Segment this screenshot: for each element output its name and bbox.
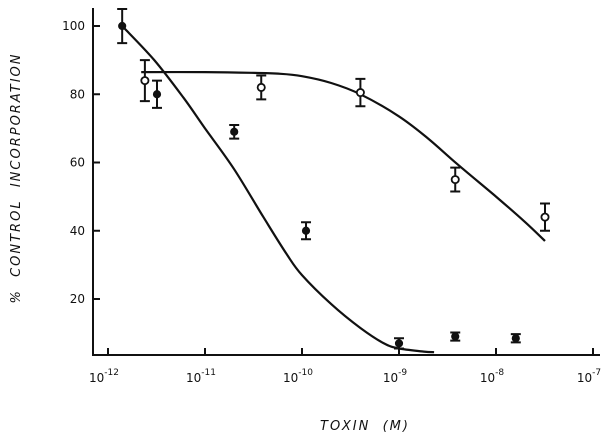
open-series-marker: [540, 212, 550, 222]
filled-series-marker: [118, 21, 127, 31]
axes: [92, 8, 600, 356]
y-tick-label: 100: [62, 19, 85, 33]
x-tick-label: 10-10: [283, 368, 313, 385]
x-tick-base: 10: [383, 371, 398, 385]
filled-series-point: [301, 221, 312, 241]
open-series-point: [256, 74, 267, 101]
x-tick-base: 10: [480, 371, 495, 385]
filled-series-marker: [301, 226, 311, 235]
open-series-marker: [450, 175, 460, 185]
x-axis-title: TOXIN (M): [320, 419, 410, 434]
filled-series-fit-curve: [121, 25, 435, 354]
x-axis-ticks: 10-12 10-11 10-10 10-9 10-8 10-7: [89, 348, 601, 385]
filled-series-point: [450, 331, 461, 342]
x-tick-base: 10: [186, 371, 201, 385]
y-tick-label: 80: [70, 87, 85, 101]
x-tick-label: 10-12: [89, 368, 119, 385]
x-tick-base: 10: [89, 371, 104, 385]
y-axis-title: % CONTROL INCORPORATION: [9, 52, 24, 303]
filled-series-point: [152, 79, 162, 109]
fit-curves: [121, 25, 546, 354]
x-tick-base: 10: [283, 371, 298, 385]
open-series-point: [355, 77, 366, 108]
filled-series-marker: [394, 339, 404, 348]
open-series-marker: [256, 82, 266, 92]
filled-series-point: [510, 333, 521, 344]
x-tick-exponent: -7: [592, 368, 601, 378]
filled-series-marker: [230, 127, 239, 136]
open-series-point: [450, 166, 461, 193]
open-series-point: [139, 59, 150, 103]
filled-series-point: [394, 337, 404, 350]
axis-frame: [92, 8, 600, 356]
y-axis-ticks: 20 40 60 80 100: [62, 19, 100, 306]
x-tick-exponent: -12: [104, 368, 119, 378]
x-tick-exponent: -10: [298, 368, 313, 378]
open-series-marker: [140, 76, 150, 86]
open-series-fit-curve: [141, 70, 546, 242]
x-tick-exponent: -8: [495, 368, 504, 378]
x-tick-exponent: -11: [201, 368, 216, 378]
x-tick-label: 10-9: [383, 368, 408, 385]
x-tick-exponent: -9: [398, 368, 407, 378]
x-tick-label: 10-11: [186, 368, 216, 385]
filled-series-marker: [451, 332, 460, 341]
filled-series-marker: [511, 334, 520, 343]
filled-series-marker: [152, 90, 162, 99]
x-tick-label: 10-8: [480, 368, 505, 385]
x-tick-base: 10: [577, 371, 592, 385]
open-series-point: [540, 202, 550, 232]
filled-series-point: [229, 123, 240, 140]
data-points: [117, 7, 550, 350]
y-tick-label: 20: [70, 292, 85, 306]
y-tick-label: 40: [70, 224, 85, 238]
open-series-marker: [355, 88, 365, 98]
filled-series-point: [117, 7, 128, 45]
y-tick-label: 60: [70, 156, 85, 170]
x-tick-label: 10-7: [577, 368, 601, 385]
